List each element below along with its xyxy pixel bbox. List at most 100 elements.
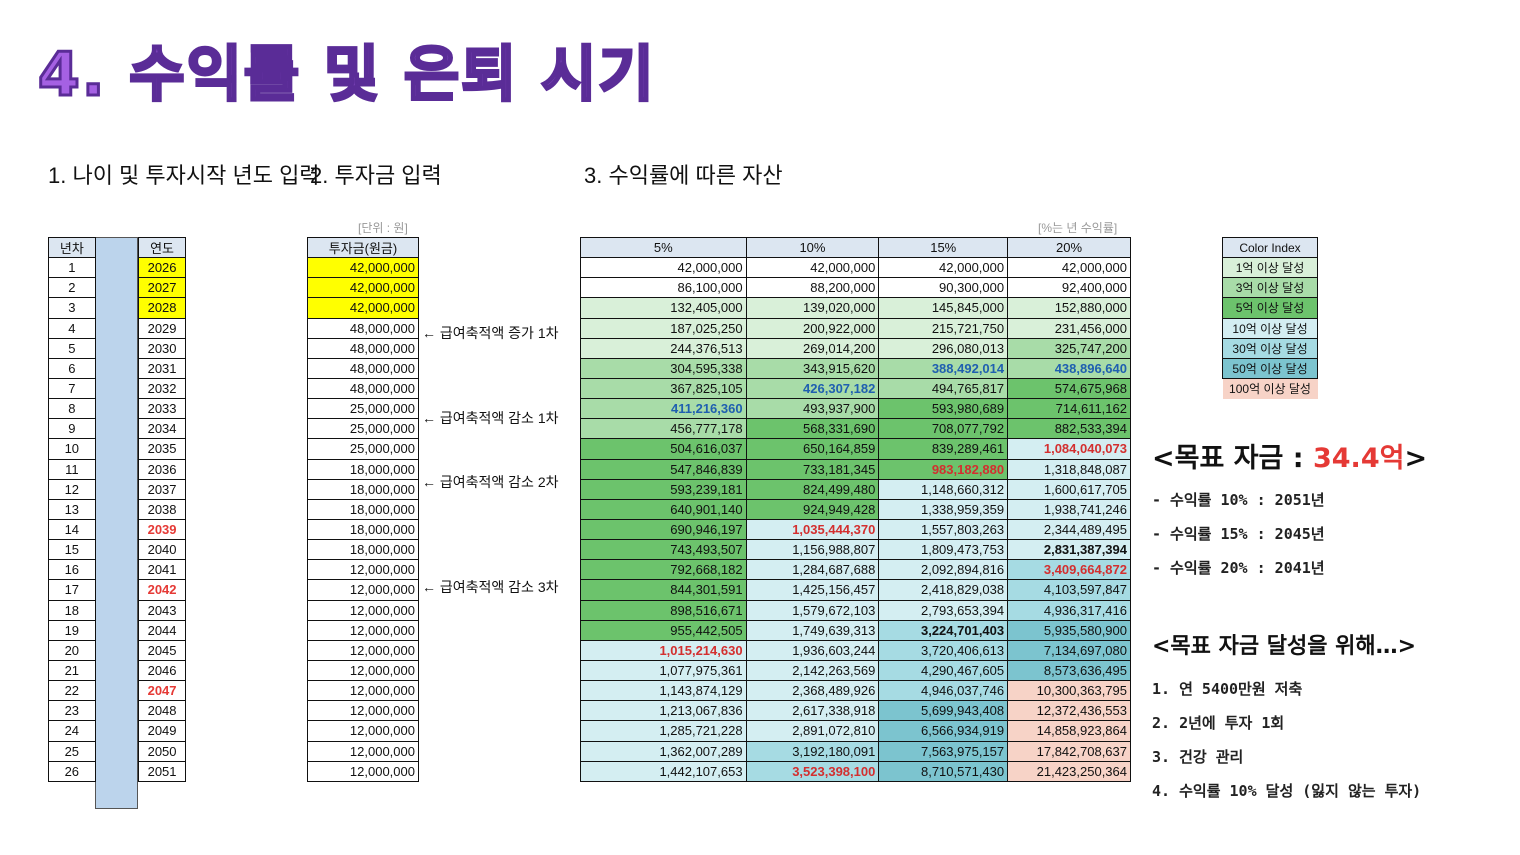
principal-cell[interactable]: 12,000,000: [307, 700, 419, 722]
principal-cell[interactable]: 25,000,000: [307, 418, 419, 440]
table-row: 17 2042: [48, 579, 186, 601]
principal-cell[interactable]: 18,000,000: [307, 458, 419, 480]
principal-cell[interactable]: 18,000,000: [307, 498, 419, 520]
asset-cell: 1,084,040,073: [1007, 438, 1131, 460]
principal-cell[interactable]: 12,000,000: [307, 680, 419, 702]
header-principal: 투자금(원금): [307, 236, 419, 259]
table-row: 12,000,000: [307, 579, 419, 601]
asset-cell: 21,423,250,364: [1007, 760, 1131, 782]
asset-cell: 792,668,182: [580, 559, 747, 581]
year-cell[interactable]: 2030: [138, 337, 186, 359]
asset-cell: 42,000,000: [878, 257, 1009, 279]
year-cell[interactable]: 2042: [138, 579, 186, 601]
asset-cell: 215,721,750: [878, 317, 1009, 339]
year-cell[interactable]: 2029: [138, 317, 186, 339]
year-cell[interactable]: 2028: [138, 297, 186, 319]
asset-cell: 493,937,900: [745, 398, 880, 420]
principal-cell[interactable]: 42,000,000: [307, 297, 419, 319]
asset-cell: 1,285,721,228: [580, 720, 747, 742]
asset-cell: 708,077,792: [878, 418, 1009, 440]
table-row: 12,000,000: [307, 659, 419, 682]
table-row: 50억 이상 달성: [1222, 357, 1318, 379]
year-index-cell: 14: [48, 518, 96, 541]
year-index-cell: 11: [48, 458, 96, 480]
principal-cell[interactable]: 25,000,000: [307, 438, 419, 460]
principal-cell[interactable]: 12,000,000: [307, 740, 419, 762]
year-cell[interactable]: 2044: [138, 619, 186, 641]
plan-item-1: 1. 연 5400만원 저축: [1152, 680, 1303, 698]
year-index-cell: 16: [48, 559, 96, 581]
blank-cell: [94, 640, 140, 661]
year-index-cell: 12: [48, 478, 96, 500]
asset-cell: 4,103,597,847: [1007, 579, 1131, 601]
year-cell[interactable]: 2046: [138, 659, 186, 682]
asset-cell: 2,831,387,394: [1007, 539, 1131, 561]
year-cell[interactable]: 2047: [138, 680, 186, 702]
year-cell[interactable]: 2049: [138, 720, 186, 742]
asset-cell: 1,015,214,630: [580, 639, 747, 661]
year-cell[interactable]: 2043: [138, 599, 186, 621]
year-cell[interactable]: 2026: [138, 257, 186, 279]
year-cell[interactable]: 2039: [138, 518, 186, 541]
table-row: 12 2037: [48, 478, 186, 500]
year-cell[interactable]: 2037: [138, 478, 186, 500]
principal-cell[interactable]: 12,000,000: [307, 579, 419, 601]
year-cell[interactable]: 2050: [138, 740, 186, 762]
table-row: 10 2035: [48, 438, 186, 460]
year-cell[interactable]: 2041: [138, 559, 186, 581]
header-rate-20: 20%: [1007, 236, 1131, 259]
principal-cell[interactable]: 18,000,000: [307, 518, 419, 541]
goal-prefix: <목표 자금 :: [1152, 443, 1313, 474]
asset-cell: 426,307,182: [745, 377, 880, 400]
asset-cell: 882,533,394: [1007, 418, 1131, 440]
principal-cell[interactable]: 42,000,000: [307, 257, 419, 279]
principal-cell[interactable]: 12,000,000: [307, 599, 419, 621]
year-cell[interactable]: 2040: [138, 539, 186, 561]
principal-cell[interactable]: 12,000,000: [307, 619, 419, 641]
table-row: 844,301,591 1,425,156,457 2,418,829,038 4,1…: [580, 579, 1131, 601]
principal-cell[interactable]: 48,000,000: [307, 317, 419, 339]
table-row: 955,442,505 1,749,639,313 3,224,701,403 5,9…: [580, 619, 1131, 641]
year-index-cell: 4: [48, 317, 96, 339]
principal-cell[interactable]: 25,000,000: [307, 398, 419, 420]
asset-cell: 4,290,467,605: [878, 659, 1009, 682]
annotation-note: ← 급여축적액 감소 2차: [422, 473, 559, 490]
asset-cell: 17,842,708,637: [1007, 740, 1131, 762]
table-row: 26 2051: [48, 760, 186, 782]
principal-cell[interactable]: 18,000,000: [307, 539, 419, 561]
asset-cell: 1,318,848,087: [1007, 458, 1131, 480]
table-row: 11 2036: [48, 458, 186, 480]
table-row: 3 2028: [48, 297, 186, 319]
year-cell[interactable]: 2034: [138, 418, 186, 440]
principal-cell[interactable]: 12,000,000: [307, 720, 419, 742]
principal-cell[interactable]: 12,000,000: [307, 639, 419, 661]
goal-suffix: >: [1404, 443, 1428, 474]
year-cell[interactable]: 2033: [138, 398, 186, 420]
principal-cell[interactable]: 18,000,000: [307, 478, 419, 500]
principal-cell[interactable]: 48,000,000: [307, 337, 419, 359]
year-cell[interactable]: 2035: [138, 438, 186, 460]
year-cell[interactable]: 2027: [138, 277, 186, 299]
principal-cell[interactable]: 12,000,000: [307, 559, 419, 581]
blank-cell: [94, 680, 140, 701]
year-cell[interactable]: 2045: [138, 639, 186, 661]
year-cell[interactable]: 2038: [138, 498, 186, 520]
table-row: 12,000,000: [307, 680, 419, 702]
principal-cell[interactable]: 48,000,000: [307, 377, 419, 400]
principal-cell[interactable]: 12,000,000: [307, 760, 419, 782]
year-cell[interactable]: 2031: [138, 357, 186, 379]
table-row: 23 2048: [48, 700, 186, 722]
year-cell[interactable]: 2032: [138, 377, 186, 400]
principal-cell[interactable]: 42,000,000: [307, 277, 419, 299]
year-cell[interactable]: 2051: [138, 760, 186, 782]
year-index-cell: 2: [48, 277, 96, 299]
asset-cell: 145,845,000: [878, 297, 1009, 319]
plan-item-2: 2. 2년에 투자 1회: [1152, 714, 1285, 732]
asset-cell: 1,362,007,289: [580, 740, 747, 762]
year-index-cell: 9: [48, 418, 96, 440]
principal-cell[interactable]: 12,000,000: [307, 659, 419, 682]
year-cell[interactable]: 2048: [138, 700, 186, 722]
year-cell[interactable]: 2036: [138, 458, 186, 480]
table-row: 20 2045: [48, 639, 186, 661]
principal-cell[interactable]: 48,000,000: [307, 357, 419, 379]
